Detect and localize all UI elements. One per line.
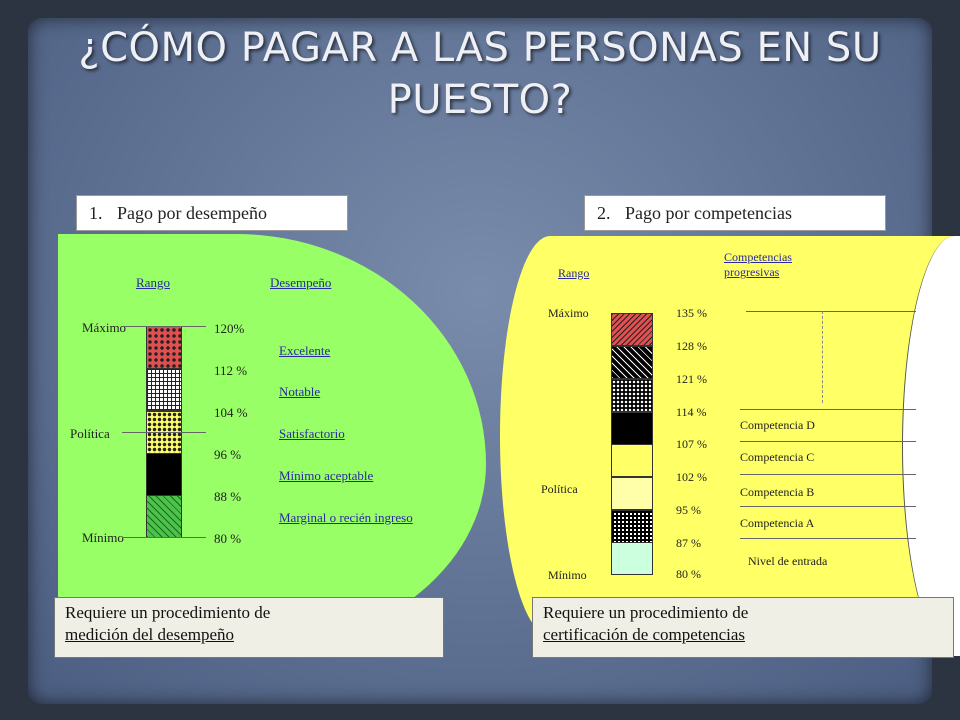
range-segment-notable bbox=[146, 368, 182, 411]
tick-line bbox=[746, 311, 916, 312]
pay-range-bar bbox=[146, 326, 182, 538]
col-competencias: Competencias progresivas bbox=[724, 250, 792, 280]
percent-label: 102 % bbox=[676, 470, 707, 484]
tick-line bbox=[122, 432, 206, 433]
tick-line bbox=[740, 538, 916, 539]
level-notable: Notable bbox=[279, 384, 321, 399]
requirement-box-competencias: Requiere un procedimiento de certificaci… bbox=[532, 597, 954, 658]
range-segment-excelente bbox=[146, 326, 182, 369]
requirement-line-underlined: certificación de competencias bbox=[543, 625, 745, 644]
percent-label: 80 % bbox=[676, 567, 701, 581]
range-segment-102 bbox=[611, 477, 653, 510]
percent-label: 114 % bbox=[676, 405, 707, 419]
progression-arrow bbox=[822, 311, 823, 403]
range-segment-87 bbox=[611, 542, 653, 575]
header-number: 2. bbox=[597, 203, 611, 223]
level-marginal: Marginal o recién ingreso bbox=[279, 510, 413, 525]
competency-range-bar bbox=[611, 313, 653, 575]
col-competencias-line: progresivas bbox=[724, 265, 780, 279]
label-politica: Política bbox=[70, 426, 110, 441]
requirement-line: Requiere un procedimiento de bbox=[65, 603, 271, 622]
range-segment-128 bbox=[611, 346, 653, 379]
percent-label: 104 % bbox=[214, 405, 248, 420]
level-excelente: Excelente bbox=[279, 343, 331, 358]
header-label: Pago por competencias bbox=[625, 203, 792, 223]
label-politica: Política bbox=[541, 482, 578, 496]
percent-label: 107 % bbox=[676, 437, 707, 451]
col-competencias-line: Competencias bbox=[724, 250, 792, 264]
competency-c: Competencia C bbox=[740, 450, 815, 464]
header-pago-competencias: 2. Pago por competencias bbox=[584, 195, 886, 231]
percent-label: 135 % bbox=[676, 306, 707, 320]
percent-label: 120% bbox=[214, 321, 245, 336]
header-pago-desempeno: 1. Pago por desempeño bbox=[76, 195, 348, 231]
percent-label: 121 % bbox=[676, 372, 707, 386]
percent-label: 96 % bbox=[214, 447, 242, 462]
col-rango: Rango bbox=[136, 275, 170, 290]
range-segment-135 bbox=[611, 313, 653, 346]
requirement-box-desempeno: Requiere un procedimiento de medición de… bbox=[54, 597, 444, 658]
nivel-entrada: Nivel de entrada bbox=[748, 554, 828, 568]
percent-label: 87 % bbox=[676, 536, 701, 550]
percent-label: 88 % bbox=[214, 489, 242, 504]
label-minimo: Mínimo bbox=[548, 568, 587, 582]
range-segment-95 bbox=[611, 510, 653, 543]
header-label: Pago por desempeño bbox=[117, 203, 267, 223]
range-segment-114 bbox=[611, 412, 653, 445]
percent-label: 128 % bbox=[676, 339, 707, 353]
range-segment-minimo-aceptable bbox=[146, 453, 182, 496]
label-maximo: Máximo bbox=[548, 306, 589, 320]
panel-competencias bbox=[500, 236, 960, 636]
percent-label: 112 % bbox=[214, 363, 248, 378]
tick-line bbox=[740, 506, 916, 507]
label-maximo: Máximo bbox=[82, 320, 127, 335]
range-segment-marginal bbox=[146, 495, 182, 538]
competency-a: Competencia A bbox=[740, 516, 815, 530]
percent-label: 80 % bbox=[214, 531, 242, 546]
level-satisfactorio: Satisfactorio bbox=[279, 426, 345, 441]
col-rango: Rango bbox=[558, 266, 590, 280]
tick-line bbox=[740, 441, 916, 442]
requirement-line-underlined: medición del desempeño bbox=[65, 625, 235, 644]
slide-title: ¿CÓMO PAGAR A LAS PERSONAS EN SU PUESTO? bbox=[78, 25, 882, 123]
label-minimo: Mínimo bbox=[82, 530, 124, 545]
requirement-line: Requiere un procedimiento de bbox=[543, 603, 749, 622]
tick-line bbox=[740, 409, 916, 410]
competency-b: Competencia B bbox=[740, 485, 815, 499]
tick-line bbox=[122, 537, 206, 538]
level-minimo-aceptable: Mínimo aceptable bbox=[279, 468, 374, 483]
header-number: 1. bbox=[89, 203, 103, 223]
range-segment-121 bbox=[611, 379, 653, 412]
competency-d: Competencia D bbox=[740, 418, 815, 432]
tick-line bbox=[740, 474, 916, 475]
percent-label: 95 % bbox=[676, 503, 701, 517]
tick-line bbox=[122, 326, 206, 327]
panel-desempeno bbox=[58, 234, 486, 654]
col-desempeno: Desempeño bbox=[270, 275, 332, 290]
range-segment-107 bbox=[611, 444, 653, 477]
